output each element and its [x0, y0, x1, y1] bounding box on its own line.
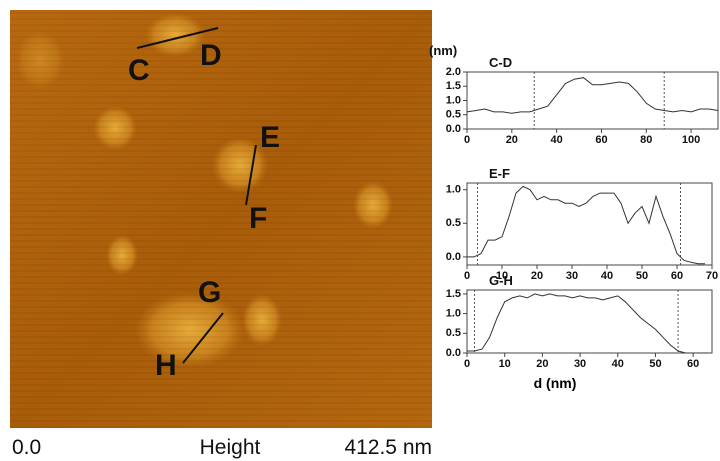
image-label: G	[198, 276, 221, 309]
x-tick-label: 20	[536, 358, 548, 370]
chart-title: E-F	[489, 166, 510, 181]
x-axis-label: d (nm)	[534, 375, 577, 391]
x-tick-label: 70	[706, 270, 718, 282]
chart-title: C-D	[489, 55, 512, 70]
image-label: D	[200, 39, 222, 72]
profile-line	[467, 186, 705, 263]
x-tick-label: 30	[574, 358, 586, 370]
x-tick-label: 80	[640, 134, 652, 146]
x-tick-label: 40	[612, 358, 624, 370]
x-tick-label: 40	[551, 134, 563, 146]
figure: C D E F G H 0.0 Height 412.5 nm d (nm) C…	[0, 0, 720, 461]
x-tick-label: 0	[464, 134, 470, 146]
y-tick-label: 0.5	[446, 109, 461, 121]
y-axis-label: (nm)	[429, 43, 457, 58]
x-tick-label: 0	[464, 358, 470, 370]
image-label: F	[249, 202, 267, 235]
plot-frame	[467, 183, 712, 265]
image-label: H	[155, 349, 177, 382]
x-tick-label: 60	[595, 134, 607, 146]
y-tick-label: 0.0	[446, 347, 461, 359]
x-tick-label: 50	[649, 358, 661, 370]
profile-line	[467, 78, 718, 114]
x-tick-label: 100	[682, 134, 700, 146]
y-tick-label: 1.0	[446, 308, 461, 320]
y-tick-label: 1.5	[446, 288, 461, 300]
image-label: E	[260, 121, 280, 154]
x-tick-label: 40	[601, 270, 613, 282]
image-label: C	[128, 54, 150, 87]
y-tick-label: 1.0	[446, 94, 461, 106]
y-tick-label: 1.5	[446, 80, 461, 92]
chart-title: G-H	[489, 273, 513, 288]
scale-min: 0.0	[12, 436, 41, 459]
x-tick-label: 30	[566, 270, 578, 282]
y-tick-label: 0.0	[446, 123, 461, 135]
y-tick-label: 2.0	[446, 66, 461, 78]
x-tick-label: 50	[636, 270, 648, 282]
x-tick-label: 20	[506, 134, 518, 146]
y-tick-label: 0.5	[446, 327, 461, 339]
y-tick-label: 0.5	[446, 217, 461, 229]
scale-max: 412.5 nm	[344, 436, 432, 459]
x-tick-label: 20	[531, 270, 543, 282]
afm-image: C D E F G H	[10, 10, 432, 428]
x-tick-label: 0	[464, 270, 470, 282]
y-tick-label: 1.0	[446, 184, 461, 196]
scale-title: Height	[200, 436, 261, 459]
x-tick-label: 60	[671, 270, 683, 282]
plot-frame	[467, 72, 718, 129]
profile-line	[467, 294, 708, 353]
x-tick-label: 10	[499, 358, 511, 370]
x-tick-label: 60	[687, 358, 699, 370]
plot-frame	[467, 290, 712, 353]
y-tick-label: 0.0	[446, 251, 461, 263]
